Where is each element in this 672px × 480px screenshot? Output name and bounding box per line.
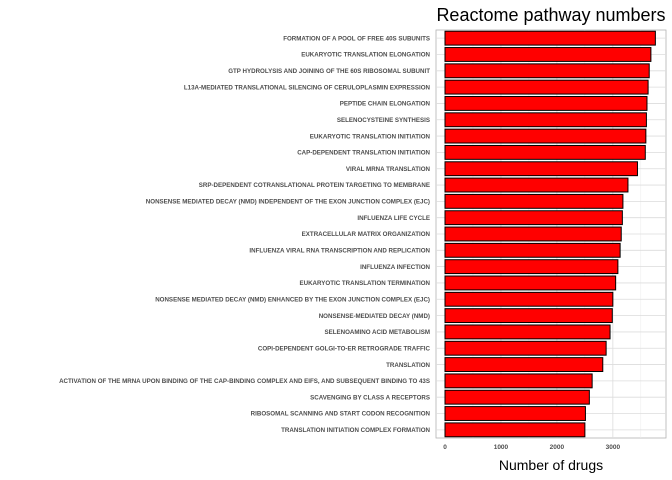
category-label: PEPTIDE CHAIN ELONGATION xyxy=(340,101,431,108)
bar xyxy=(444,144,646,160)
bar xyxy=(444,226,622,242)
category-label: SCAVENGING BY CLASS A RECEPTORS xyxy=(310,394,430,401)
category-label: TRANSLATION INITIATION COMPLEX FORMATION xyxy=(281,427,430,434)
chart-title: Reactome pathway numbers xyxy=(436,5,665,25)
category-label: SELENOCYSTEINE SYNTHESIS xyxy=(337,117,430,124)
category-label: COPI-DEPENDENT GOLGI-TO-ER RETROGRADE TR… xyxy=(258,345,431,352)
category-label: NONSENSE MEDIATED DECAY (NMD) INDEPENDEN… xyxy=(146,199,430,206)
bar xyxy=(444,308,613,324)
x-tick-label: 0 xyxy=(443,444,447,451)
category-label: EUKARYOTIC TRANSLATION ELONGATION xyxy=(301,52,430,59)
bar xyxy=(444,275,617,291)
category-label: INFLUENZA VIRAL RNA TRANSCRIPTION AND RE… xyxy=(249,248,430,255)
category-label: SRP-DEPENDENT COTRANSLATIONAL PROTEIN TA… xyxy=(199,182,430,189)
bar xyxy=(444,242,621,258)
bar xyxy=(444,373,593,389)
category-label: INFLUENZA LIFE CYCLE xyxy=(357,215,430,222)
bar xyxy=(444,112,647,128)
bars xyxy=(444,30,656,438)
category-label: CAP-DEPENDENT TRANSLATION INITIATION xyxy=(297,150,430,157)
bar xyxy=(444,63,650,79)
category-label: ACTIVATION OF THE MRNA UPON BINDING OF T… xyxy=(59,378,430,385)
category-label: INFLUENZA INFECTION xyxy=(360,264,430,271)
category-label: FORMATION OF A POOL OF FREE 40S SUBUNITS xyxy=(283,35,430,42)
category-label: VIRAL MRNA TRANSLATION xyxy=(346,166,431,173)
bar xyxy=(444,177,629,193)
x-axis-title: Number of drugs xyxy=(499,457,603,473)
category-label: EXTRACELLULAR MATRIX ORGANIZATION xyxy=(302,231,431,238)
category-label: L13A-MEDIATED TRANSLATIONAL SILENCING OF… xyxy=(184,84,431,91)
category-label: SELENOAMINO ACID METABOLISM xyxy=(324,329,430,336)
bar xyxy=(444,47,652,62)
bar xyxy=(444,291,614,307)
bar xyxy=(444,389,590,405)
bar xyxy=(444,259,619,275)
bar xyxy=(444,406,586,421)
category-label: RIBOSOMAL SCANNING AND START CODON RECOG… xyxy=(251,411,431,418)
category-labels: FORMATION OF A POOL OF FREE 40S SUBUNITS… xyxy=(59,35,430,434)
category-label: NONSENSE MEDIATED DECAY (NMD) ENHANCED B… xyxy=(155,296,430,303)
bar xyxy=(444,422,586,438)
bar xyxy=(444,357,604,372)
bar xyxy=(444,193,624,209)
bar xyxy=(444,210,623,226)
bar xyxy=(444,324,611,340)
category-label: EUKARYOTIC TRANSLATION TERMINATION xyxy=(299,280,430,287)
category-label: NONSENSE-MEDIATED DECAY (NMD) xyxy=(319,313,430,320)
category-label: EUKARYOTIC TRANSLATION INITIATION xyxy=(310,133,431,140)
x-tick-labels: 0 1000 2000 3000 xyxy=(443,444,620,451)
category-label: TRANSLATION xyxy=(386,362,430,369)
x-tick-label: 1000 xyxy=(494,444,509,451)
bar xyxy=(444,30,656,46)
x-tick-label: 3000 xyxy=(606,444,621,451)
category-label: GTP HYDROLYSIS AND JOINING OF THE 60S RI… xyxy=(228,68,430,75)
bar xyxy=(444,340,607,356)
bar xyxy=(444,96,648,111)
bar xyxy=(444,79,649,95)
bar xyxy=(444,161,638,177)
x-tick-label: 2000 xyxy=(550,444,565,451)
bar xyxy=(444,128,647,144)
